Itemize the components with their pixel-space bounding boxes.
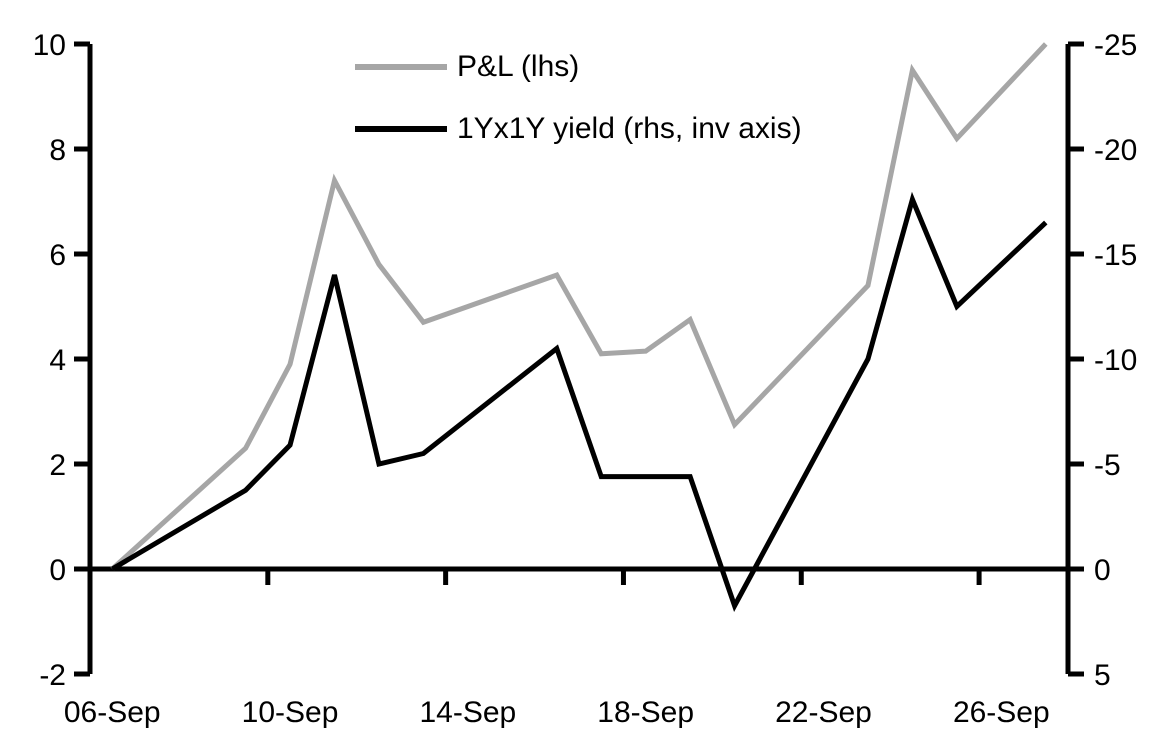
left-axis-tick-label: -2 bbox=[39, 659, 66, 692]
legend-label-yield: 1Yx1Y yield (rhs, inv axis) bbox=[457, 112, 802, 145]
yield-line bbox=[110, 191, 1048, 612]
right-axis-tick-label: -15 bbox=[1094, 239, 1137, 272]
legend-line-swatch-pnl bbox=[355, 64, 447, 70]
right-axis-tick-label: 5 bbox=[1094, 659, 1111, 692]
legend-item-pnl: P&L (lhs) bbox=[355, 49, 802, 85]
x-axis-tick-label: 06-Sep bbox=[64, 696, 161, 729]
left-axis-tick-label: 2 bbox=[49, 449, 66, 482]
left-axis-tick-label: 0 bbox=[49, 554, 66, 587]
x-axis-tick-label: 14-Sep bbox=[419, 696, 516, 729]
legend-label-pnl: P&L (lhs) bbox=[457, 50, 580, 83]
right-axis-tick-label: -20 bbox=[1094, 134, 1137, 167]
left-axis-tick-label: 10 bbox=[33, 29, 66, 62]
chart-legend: P&L (lhs) 1Yx1Y yield (rhs, inv axis) bbox=[355, 49, 802, 173]
x-axis-tick-label: 18-Sep bbox=[597, 696, 694, 729]
x-axis-tick-label: 10-Sep bbox=[242, 696, 339, 729]
right-axis-tick-label: -5 bbox=[1094, 449, 1121, 482]
right-axis-tick-label: -25 bbox=[1094, 29, 1137, 62]
left-axis-tick-label: 6 bbox=[49, 239, 66, 272]
right-axis-tick-label: -10 bbox=[1094, 344, 1137, 377]
right-axis-tick-label: 0 bbox=[1094, 554, 1111, 587]
x-axis-tick-label: 26-Sep bbox=[953, 696, 1050, 729]
left-axis-tick-label: 8 bbox=[49, 134, 66, 167]
x-axis-tick-label: 22-Sep bbox=[775, 696, 872, 729]
pnl-line bbox=[110, 42, 1048, 571]
legend-line-swatch-yield bbox=[355, 126, 447, 132]
legend-item-yield: 1Yx1Y yield (rhs, inv axis) bbox=[355, 111, 802, 147]
left-axis-tick-label: 4 bbox=[49, 344, 66, 377]
